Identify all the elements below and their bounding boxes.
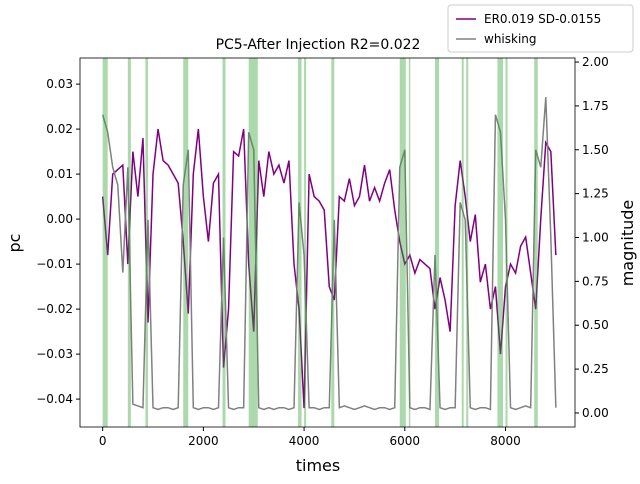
shaded-span [145,58,148,427]
x-axis-label: times [296,456,340,475]
shaded-span [222,58,226,427]
y-tick-label: −0.04 [36,392,73,406]
shaded-span [298,58,302,427]
shaded-span [102,58,108,427]
y-tick-label: 0.03 [46,77,73,91]
shaded-span [408,58,411,427]
y2-tick-label: 0.25 [582,362,609,376]
shaded-span [435,58,440,427]
x-tick-label: 8000 [490,434,521,448]
y2-tick-label: 1.75 [582,99,609,113]
y-tick-label: 0.01 [46,167,73,181]
chart-title: PC5-After Injection R2=0.022 [216,37,421,53]
y2-tick-label: 1.00 [582,230,609,244]
x-tick-label: 6000 [390,434,421,448]
shaded-span [248,58,258,427]
shaded-span [304,58,307,427]
legend-label: ER0.019 SD-0.0155 [484,12,601,26]
y-tick-label: −0.01 [36,257,73,271]
series-line [101,97,557,411]
y-tick-label: −0.02 [36,302,73,316]
shaded-span [461,58,464,427]
y2-tick-label: 0.50 [582,318,609,332]
shaded-span [183,58,189,427]
plot-frame [79,57,576,428]
y2-tick-label: 2.00 [582,55,609,69]
y2-tick-label: 1.25 [582,187,609,201]
shaded-span [505,58,508,427]
y-tick-label: 0.02 [46,122,73,136]
x-tick-label: 2000 [188,434,219,448]
x-tick-label: 4000 [289,434,320,448]
shaded-span [399,58,406,427]
x-tick-label: 0 [99,434,107,448]
y2-tick-label: 0.75 [582,274,609,288]
shaded-span [534,58,538,427]
shaded-span [497,58,503,427]
legend-label: whisking [484,32,537,46]
y2-axis-label: magnitude [618,200,637,287]
y2-tick-label: 1.50 [582,143,609,157]
series-line [101,128,557,409]
shaded-span [331,58,335,427]
y2-tick-label: 0.00 [582,406,609,420]
shaded-span [127,58,131,427]
legend-box [447,4,634,53]
shaded-span [466,58,469,427]
y-tick-label: 0.00 [46,212,73,226]
y-tick-label: −0.03 [36,347,73,361]
y-axis-label: pc [5,234,24,253]
